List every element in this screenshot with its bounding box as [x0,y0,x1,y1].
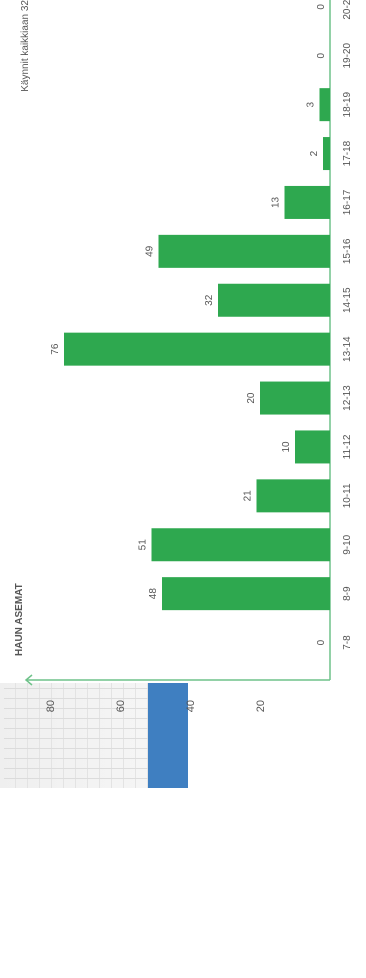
chart-subtitle: Käynnit kaikkiaan 32 [20,0,31,92]
data-label: 21 [243,490,254,502]
x-tick-label: 20-21 [342,0,353,20]
x-tick-label: 8-9 [342,586,353,601]
x-tick-label: 12-13 [342,385,353,411]
y-tick-label: 40 [185,700,197,712]
y-tick-label: 20 [255,700,267,712]
x-tick-label: 15-16 [342,238,353,264]
y-tick-label: 80 [45,700,57,712]
data-label: 13 [271,196,282,208]
data-label: 76 [50,343,61,355]
side-table-header-bar [148,683,188,788]
data-label: 0 [316,639,327,645]
bar [64,332,330,366]
data-label: 0 [316,4,327,10]
bar [158,234,330,268]
x-tick-label: 17-18 [342,140,353,166]
data-label: 51 [138,539,149,551]
x-tick-label: 11-12 [342,434,353,459]
bar [162,577,330,611]
data-label: 3 [306,101,317,107]
data-label: 32 [204,294,215,306]
data-label: 10 [281,441,292,453]
bar [323,137,330,171]
x-tick-label: 13-14 [342,336,353,362]
x-tick-label: 7-8 [342,635,353,650]
data-label: 49 [145,245,156,257]
bar [256,479,330,513]
chart-title: HAUN ASEMAT [14,583,25,656]
data-label: 0 [316,53,327,59]
y-tick-label: 60 [115,700,127,712]
data-label: 20 [246,392,257,404]
data-label: 2 [309,150,320,156]
y-axis-arrow [24,674,33,686]
side-table-grid [4,683,154,788]
bar [319,88,330,122]
bar [151,528,330,562]
x-tick-label: 18-19 [342,91,353,117]
bar [260,381,330,415]
bar [218,283,330,317]
data-label: 48 [148,588,159,600]
x-tick-label: 14-15 [342,287,353,313]
x-tick-label: 16-17 [342,189,353,215]
x-tick-label: 10-11 [342,483,353,508]
side-table-fragment [0,683,188,788]
bar [284,185,330,219]
x-tick-label: 9-10 [342,534,353,554]
x-tick-label: 19-20 [342,43,353,69]
bar [295,430,330,464]
